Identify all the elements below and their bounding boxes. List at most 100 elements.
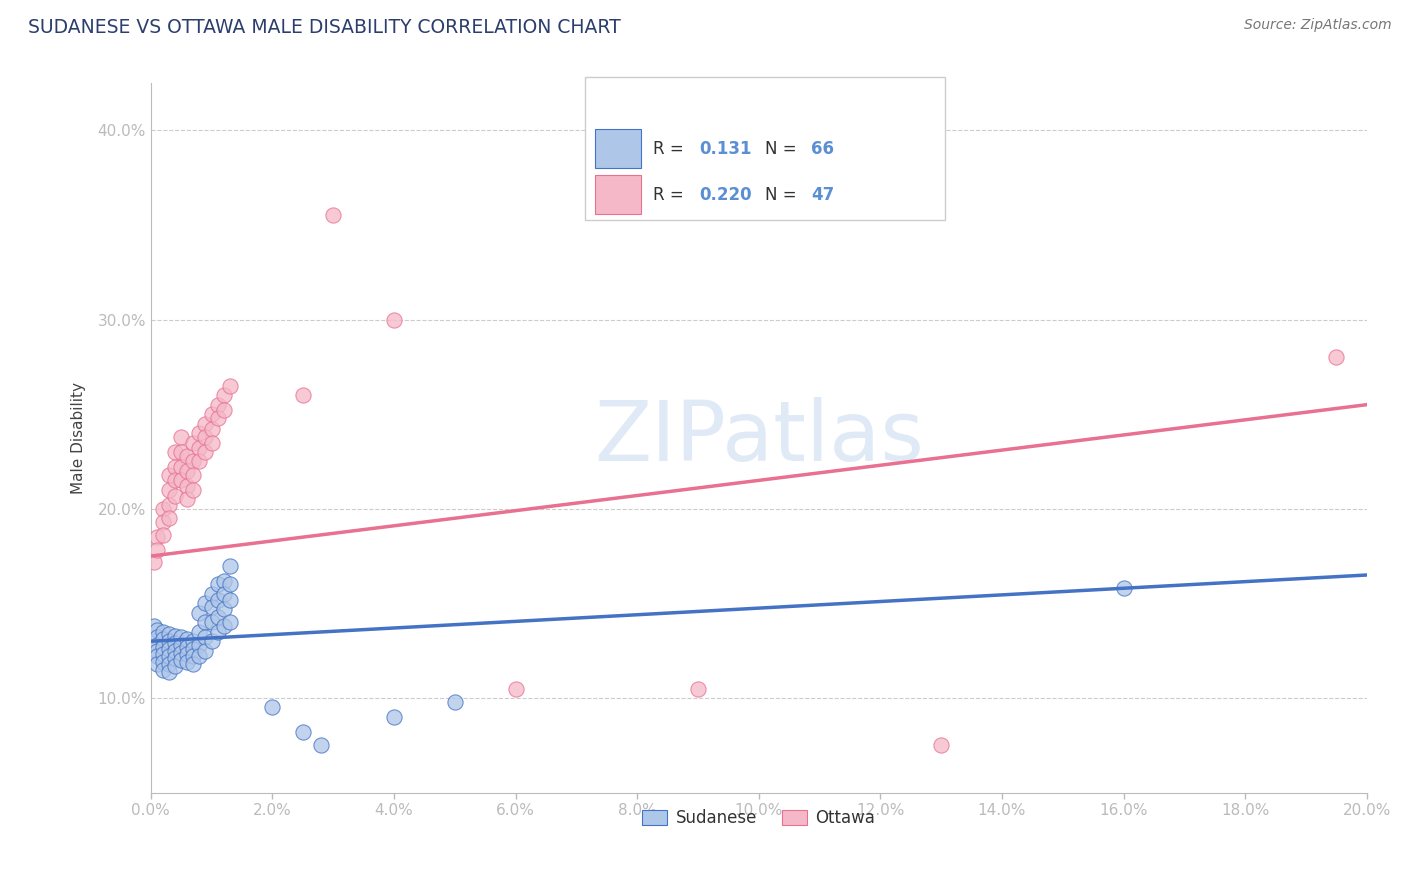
Text: 66: 66 bbox=[811, 139, 834, 158]
Point bbox=[157, 483, 180, 497]
Point bbox=[212, 602, 235, 616]
Point bbox=[163, 489, 186, 503]
Point bbox=[212, 574, 235, 588]
Point bbox=[382, 710, 405, 724]
Text: 47: 47 bbox=[811, 186, 834, 203]
Text: Source: ZipAtlas.com: Source: ZipAtlas.com bbox=[1244, 18, 1392, 32]
Point bbox=[176, 640, 198, 654]
Point bbox=[170, 445, 193, 459]
Point bbox=[194, 445, 217, 459]
Point bbox=[181, 657, 204, 671]
Point bbox=[142, 619, 165, 633]
Point bbox=[291, 725, 314, 739]
Point bbox=[142, 555, 165, 569]
Point bbox=[382, 312, 405, 326]
Point bbox=[176, 449, 198, 463]
Point bbox=[163, 651, 186, 665]
Point bbox=[181, 435, 204, 450]
FancyBboxPatch shape bbox=[595, 175, 641, 214]
Point bbox=[207, 592, 229, 607]
Point bbox=[157, 467, 180, 482]
Point bbox=[212, 619, 235, 633]
Point bbox=[170, 653, 193, 667]
Point bbox=[170, 430, 193, 444]
Point bbox=[170, 638, 193, 652]
Point bbox=[194, 430, 217, 444]
Point bbox=[218, 577, 240, 591]
Point bbox=[200, 587, 222, 601]
Point bbox=[152, 663, 174, 677]
Text: N =: N = bbox=[765, 186, 801, 203]
Y-axis label: Male Disability: Male Disability bbox=[72, 382, 86, 494]
Point bbox=[163, 636, 186, 650]
Point bbox=[163, 643, 186, 657]
Point bbox=[157, 649, 180, 664]
Point bbox=[200, 634, 222, 648]
Text: R =: R = bbox=[652, 186, 689, 203]
Point bbox=[146, 530, 169, 544]
Point bbox=[291, 388, 314, 402]
Point bbox=[146, 649, 169, 664]
Point bbox=[163, 629, 186, 643]
Point bbox=[194, 631, 217, 645]
Point bbox=[152, 528, 174, 542]
Text: SUDANESE VS OTTAWA MALE DISABILITY CORRELATION CHART: SUDANESE VS OTTAWA MALE DISABILITY CORRE… bbox=[28, 18, 621, 37]
Point bbox=[262, 700, 284, 714]
Point bbox=[152, 501, 174, 516]
Point bbox=[152, 632, 174, 647]
Point bbox=[170, 646, 193, 660]
Point bbox=[188, 425, 211, 440]
Point bbox=[686, 681, 709, 696]
Point bbox=[200, 600, 222, 615]
Point bbox=[322, 208, 344, 222]
Point bbox=[212, 388, 235, 402]
Point bbox=[146, 623, 169, 637]
Point bbox=[218, 592, 240, 607]
Point bbox=[188, 606, 211, 620]
Point bbox=[181, 634, 204, 648]
Point bbox=[194, 643, 217, 657]
Legend: Sudanese, Ottawa: Sudanese, Ottawa bbox=[636, 803, 882, 834]
Text: ZIPatlas: ZIPatlas bbox=[593, 397, 924, 478]
Point bbox=[188, 649, 211, 664]
Point bbox=[929, 739, 952, 753]
Text: R =: R = bbox=[652, 139, 689, 158]
Point bbox=[152, 655, 174, 669]
Text: 0.220: 0.220 bbox=[699, 186, 752, 203]
Point bbox=[207, 577, 229, 591]
Point bbox=[218, 615, 240, 630]
Point bbox=[181, 454, 204, 468]
Point bbox=[443, 695, 465, 709]
Point bbox=[194, 417, 217, 431]
Text: 0.131: 0.131 bbox=[699, 139, 752, 158]
Point bbox=[200, 407, 222, 421]
Point bbox=[170, 631, 193, 645]
Point bbox=[152, 648, 174, 662]
Point bbox=[194, 615, 217, 630]
Point bbox=[157, 511, 180, 525]
Point bbox=[176, 632, 198, 647]
Point bbox=[146, 543, 169, 558]
Point bbox=[309, 739, 332, 753]
Point bbox=[157, 498, 180, 512]
Point bbox=[207, 624, 229, 639]
Point bbox=[1326, 351, 1348, 365]
Point bbox=[157, 641, 180, 656]
Point bbox=[157, 665, 180, 679]
Point bbox=[146, 631, 169, 645]
Point bbox=[207, 398, 229, 412]
Point bbox=[200, 435, 222, 450]
Point bbox=[176, 648, 198, 662]
Point bbox=[207, 411, 229, 425]
Point bbox=[176, 655, 198, 669]
Point bbox=[218, 378, 240, 392]
Point bbox=[152, 515, 174, 529]
Point bbox=[188, 638, 211, 652]
Point bbox=[176, 479, 198, 493]
Text: N =: N = bbox=[765, 139, 801, 158]
Point bbox=[176, 492, 198, 507]
Point bbox=[200, 615, 222, 630]
Point bbox=[176, 464, 198, 478]
FancyBboxPatch shape bbox=[595, 129, 641, 168]
Point bbox=[146, 638, 169, 652]
